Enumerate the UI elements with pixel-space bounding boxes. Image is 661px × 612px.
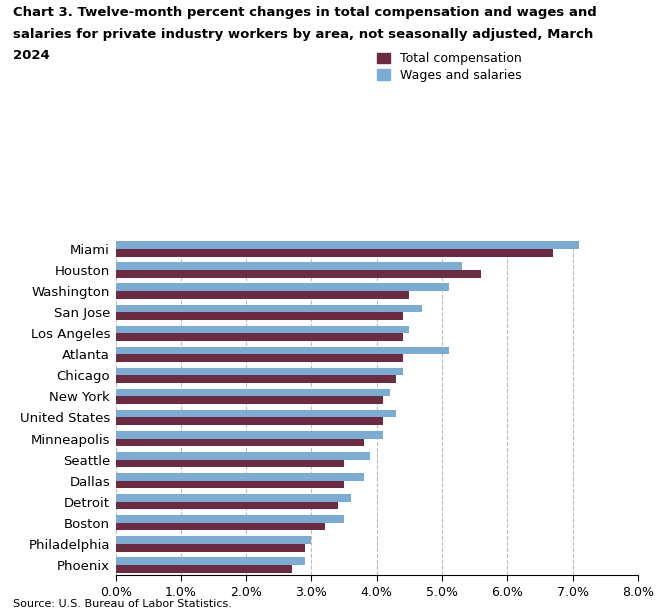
Bar	[116, 249, 553, 257]
Bar	[116, 557, 305, 565]
Bar	[116, 515, 344, 523]
Bar	[116, 439, 364, 446]
Bar	[116, 305, 422, 312]
Bar	[116, 536, 311, 543]
Bar	[116, 565, 292, 573]
Bar	[116, 334, 403, 341]
Bar	[116, 291, 409, 299]
Text: salaries for private industry workers by area, not seasonally adjusted, March: salaries for private industry workers by…	[13, 28, 594, 40]
Bar	[116, 431, 383, 439]
Bar	[116, 389, 390, 397]
Bar	[116, 263, 461, 271]
Bar	[116, 452, 370, 460]
Bar	[116, 354, 403, 362]
Bar	[116, 523, 325, 531]
Bar	[116, 346, 449, 354]
Bar	[116, 473, 364, 480]
Bar	[116, 283, 449, 291]
Bar	[116, 494, 351, 502]
Text: 2024: 2024	[13, 49, 50, 62]
Bar	[116, 312, 403, 320]
Text: Chart 3. Twelve-month percent changes in total compensation and wages and: Chart 3. Twelve-month percent changes in…	[13, 6, 597, 19]
Bar	[116, 502, 338, 509]
Bar	[116, 368, 403, 375]
Bar	[116, 375, 397, 383]
Bar	[116, 460, 344, 468]
Text: Source: U.S. Bureau of Labor Statistics.: Source: U.S. Bureau of Labor Statistics.	[13, 599, 232, 609]
Bar	[116, 397, 383, 405]
Bar	[116, 417, 383, 425]
Bar	[116, 543, 305, 551]
Bar	[116, 480, 344, 488]
Bar	[116, 409, 397, 417]
Legend: Total compensation, Wages and salaries: Total compensation, Wages and salaries	[377, 52, 522, 82]
Bar	[116, 271, 481, 278]
Bar	[116, 241, 579, 249]
Bar	[116, 326, 409, 334]
